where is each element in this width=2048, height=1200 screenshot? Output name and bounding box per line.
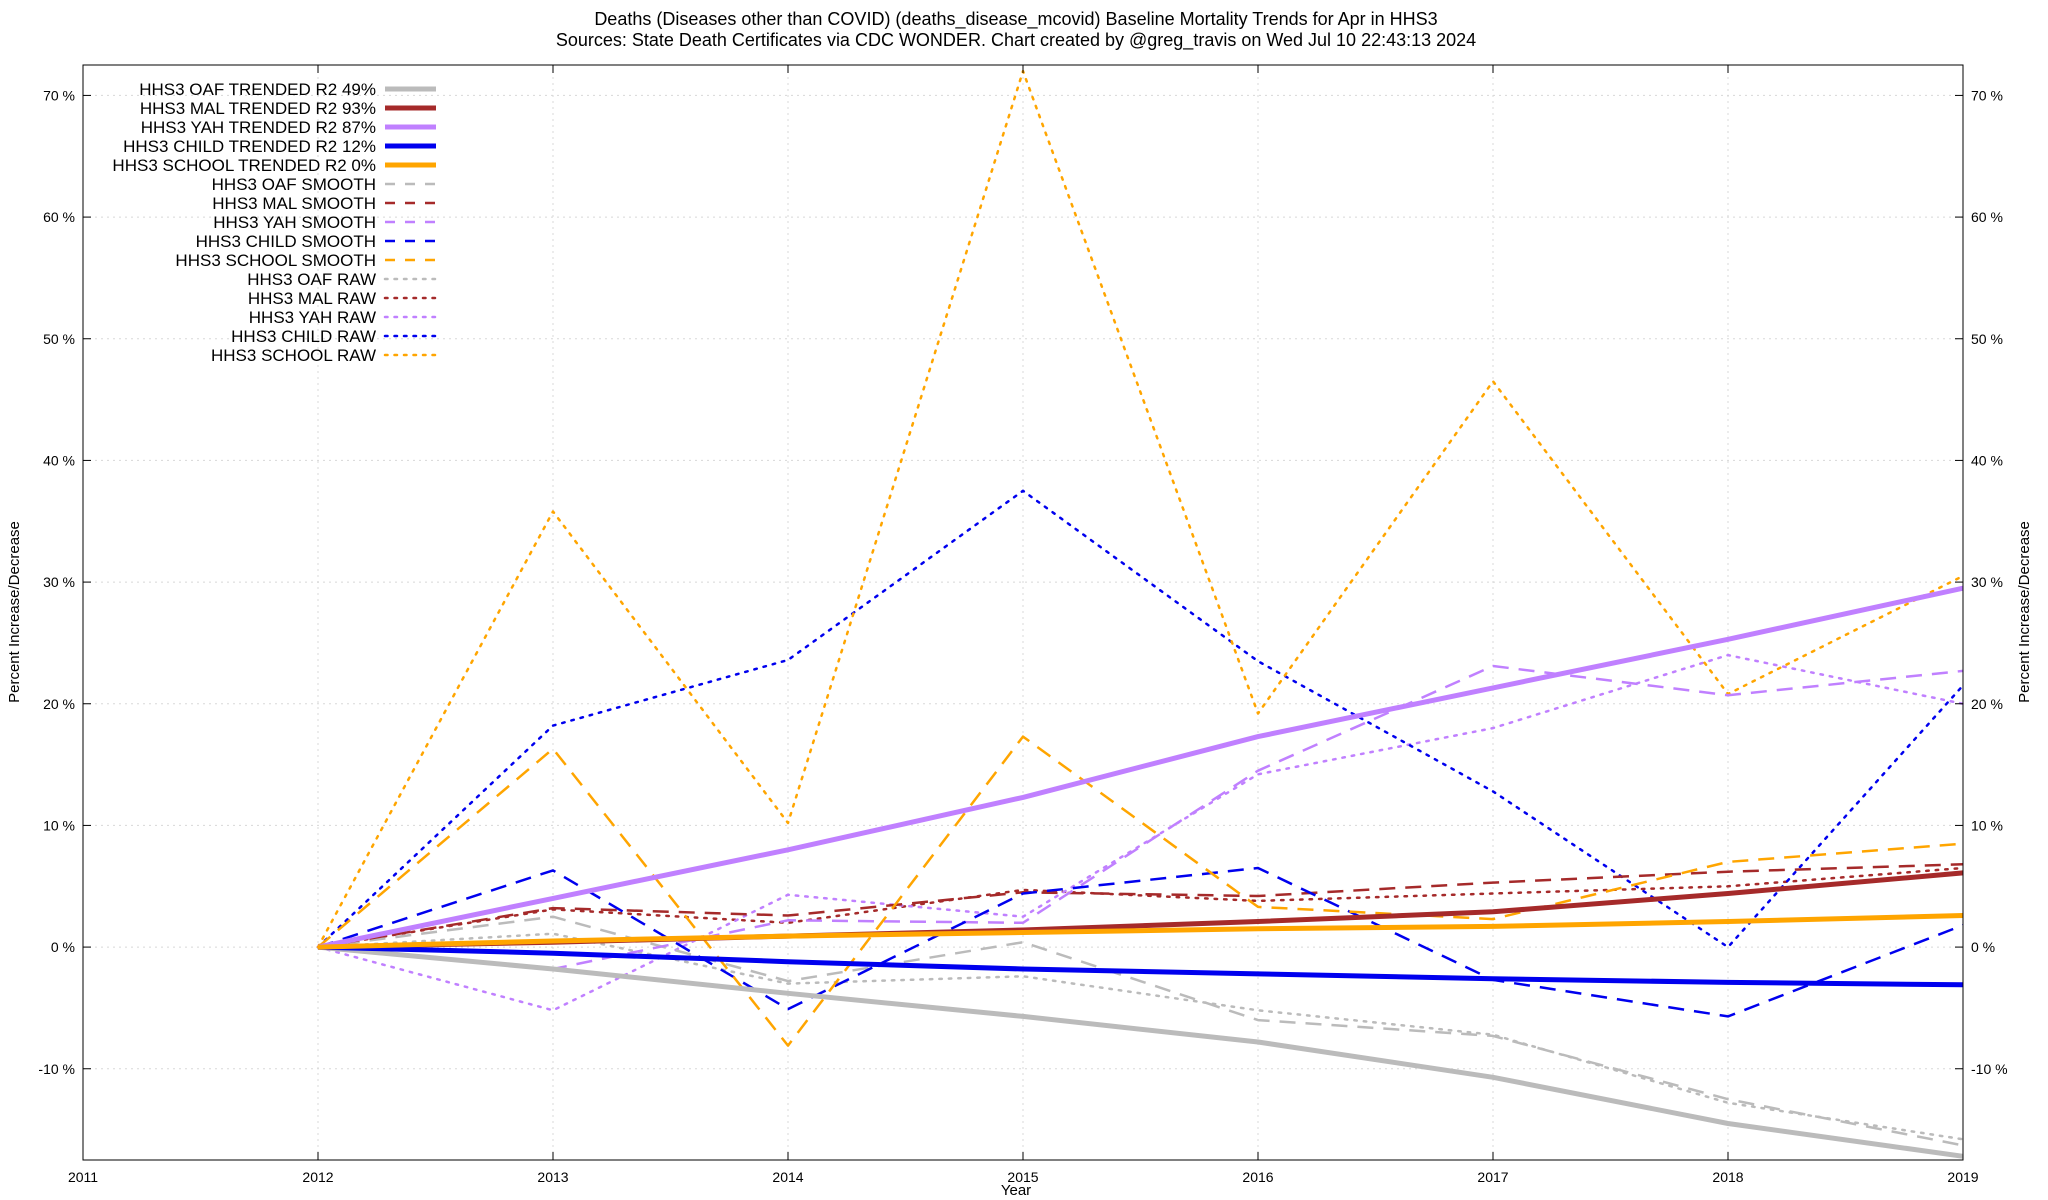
y-tick-label: 20 % — [43, 696, 75, 712]
legend-label: HHS3 SCHOOL SMOOTH — [175, 251, 376, 270]
legend-label: HHS3 SCHOOL RAW — [211, 346, 376, 365]
legend-label: HHS3 CHILD RAW — [231, 327, 376, 346]
y-tick-label: 30 % — [43, 574, 75, 590]
chart-title: Deaths (Diseases other than COVID) (deat… — [594, 9, 1437, 30]
y-tick-label: -10 % — [38, 1061, 75, 1077]
series-line-hhs3-school-trended-r2-0 — [317, 913, 1964, 950]
y-tick-label: 50 % — [43, 331, 75, 347]
x-tick-label: 2019 — [1947, 1169, 1978, 1185]
series-line-hhs3-yah-raw — [316, 653, 1965, 1012]
x-tick-label: 2011 — [68, 1169, 98, 1185]
y-axis-label: Percent Increase/Decrease — [6, 521, 23, 703]
x-tick-label: 2014 — [772, 1169, 803, 1185]
chart-subtitle: Sources: State Death Certificates via CD… — [556, 30, 1476, 51]
series-line-hhs3-oaf-smooth — [317, 915, 1964, 1147]
x-tick-label: 2018 — [1712, 1169, 1743, 1185]
legend-label: HHS3 OAF TRENDED R2 49% — [139, 80, 376, 99]
x-axis-label: Year — [1001, 1182, 1031, 1199]
axis-ticks: 2011 2012 2013 2014 2015 2016 2017 2018 2019 -10 … — [38, 65, 2008, 1185]
legend-label: HHS3 MAL RAW — [248, 289, 376, 308]
series-line-hhs3-child-smooth — [317, 866, 1964, 1018]
legend-label: HHS3 MAL SMOOTH — [212, 194, 376, 213]
y2-axis-label: Percent Increase/Decrease — [2016, 521, 2033, 703]
y2-tick-label: 50 % — [1971, 331, 2003, 347]
series-line-hhs3-yah-trended-r2-87 — [317, 585, 1964, 950]
y2-tick-label: 20 % — [1971, 696, 2003, 712]
legend-label: HHS3 OAF RAW — [247, 270, 376, 289]
y2-tick-label: 40 % — [1971, 452, 2003, 468]
x-tick-label: 2012 — [302, 1169, 333, 1185]
legend-label: HHS3 CHILD SMOOTH — [196, 232, 376, 251]
legend-label: HHS3 CHILD TRENDED R2 12% — [123, 137, 376, 156]
series-line-hhs3-child-raw — [316, 489, 1965, 949]
series-line-hhs3-oaf-trended-r2-49 — [317, 944, 1964, 1159]
y-tick-label: 40 % — [43, 452, 75, 468]
legend-label: HHS3 YAH SMOOTH — [213, 213, 376, 232]
y2-tick-label: 30 % — [1971, 574, 2003, 590]
legend-label: HHS3 YAH RAW — [249, 308, 376, 327]
legend-label: HHS3 SCHOOL TRENDED R2 0% — [112, 156, 376, 175]
x-tick-label: 2017 — [1477, 1169, 1508, 1185]
y2-tick-label: 70 % — [1971, 87, 2003, 103]
legend-label: HHS3 OAF SMOOTH — [212, 175, 376, 194]
legend-label: HHS3 YAH TRENDED R2 87% — [141, 118, 376, 137]
series-line-hhs3-mal-raw — [316, 866, 1965, 949]
y2-tick-label: 0 % — [1971, 939, 1995, 955]
y-tick-label: 60 % — [43, 209, 75, 225]
series-line-hhs3-child-trended-r2-12 — [317, 944, 1964, 988]
x-tick-label: 2016 — [1242, 1169, 1273, 1185]
y-tick-label: 10 % — [43, 817, 75, 833]
y2-tick-label: 10 % — [1971, 817, 2003, 833]
series-line-hhs3-yah-smooth — [317, 664, 1964, 971]
series-lines — [316, 69, 1965, 1159]
y-tick-label: 70 % — [43, 87, 75, 103]
y2-tick-label: -10 % — [1971, 1061, 2008, 1077]
legend: HHS3 OAF TRENDED R2 49%HHS3 MAL TRENDED … — [112, 80, 438, 365]
x-tick-label: 2015 — [1007, 1169, 1038, 1185]
y-tick-label: 0 % — [51, 939, 75, 955]
x-tick-label: 2013 — [537, 1169, 568, 1185]
legend-label: HHS3 MAL TRENDED R2 93% — [140, 99, 376, 118]
y2-tick-label: 60 % — [1971, 209, 2003, 225]
series-line-hhs3-school-raw — [316, 69, 1965, 949]
series-line-hhs3-school-smooth — [317, 735, 1964, 1047]
